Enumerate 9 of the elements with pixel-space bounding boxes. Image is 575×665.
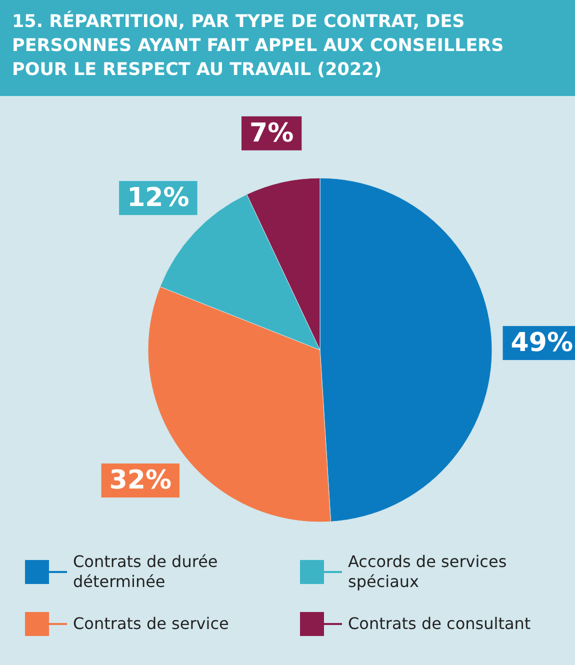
chart-title: 15. RÉPARTITION, PAR TYPE DE CONTRAT, DES PERSONNES AYANT FAIT APPEL AUX CONSEILLERS POUR LE RESPECT AU TRAVAIL (2022)	[12, 10, 504, 80]
legend-label: Contrats de consultant	[348, 614, 531, 633]
legend-label: Contrats de durée déterminée	[73, 552, 218, 591]
legend-label: Contrats de service	[73, 614, 229, 633]
legend-label: Accords de services spéciaux	[348, 552, 507, 591]
data-label: 12%	[127, 183, 190, 214]
data-label: 49%	[510, 328, 574, 358]
data-label: 7%	[249, 118, 294, 148]
data-label: 32%	[109, 465, 172, 496]
